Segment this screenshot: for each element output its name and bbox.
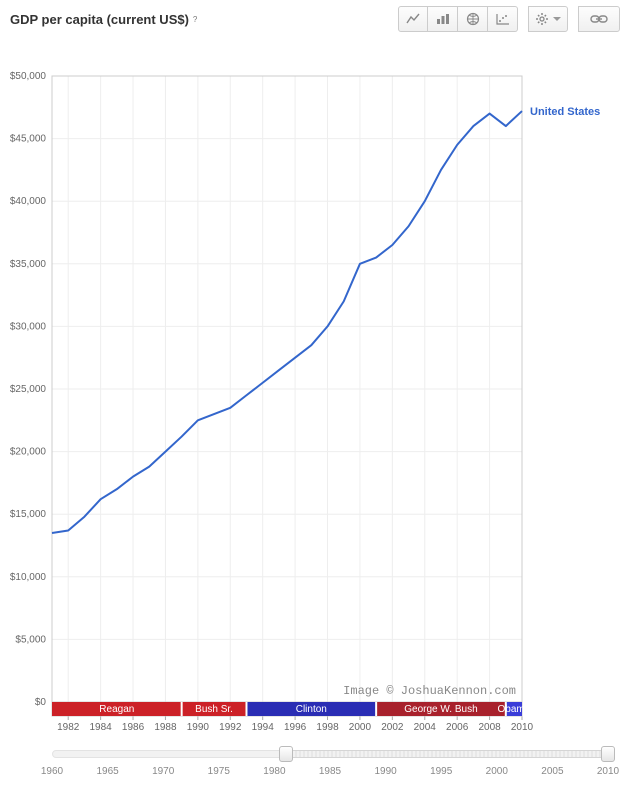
time-range-slider[interactable]: 1960 1965 1970 1975 1980 1985 1990 1995 2000 2005…	[0, 740, 630, 792]
svg-text:$10,000: $10,000	[10, 572, 47, 583]
scatter-chart-button[interactable]	[488, 6, 518, 32]
settings-group	[528, 6, 568, 32]
slider-tick: 2000	[486, 766, 508, 777]
svg-text:1990: 1990	[187, 722, 210, 733]
svg-text:1992: 1992	[219, 722, 242, 733]
svg-text:Clinton: Clinton	[296, 704, 327, 715]
svg-text:$40,000: $40,000	[10, 196, 47, 207]
svg-text:$5,000: $5,000	[15, 634, 46, 645]
svg-text:1986: 1986	[122, 722, 145, 733]
svg-text:1982: 1982	[57, 722, 80, 733]
svg-text:Image © JoshuaKennon.com: Image © JoshuaKennon.com	[343, 684, 516, 698]
svg-text:2000: 2000	[349, 722, 372, 733]
chart-type-group	[398, 6, 518, 32]
svg-text:2006: 2006	[446, 722, 469, 733]
svg-text:$30,000: $30,000	[10, 321, 47, 332]
header: GDP per capita (current US$) ?	[0, 0, 630, 40]
caret-down-icon	[553, 17, 561, 21]
svg-text:$45,000: $45,000	[10, 134, 47, 145]
slider-tick: 1975	[208, 766, 230, 777]
link-icon	[590, 14, 608, 24]
slider-tick: 1995	[430, 766, 452, 777]
slider-tick: 1965	[96, 766, 118, 777]
scatter-chart-icon	[496, 13, 510, 25]
svg-text:$25,000: $25,000	[10, 384, 47, 395]
svg-text:$0: $0	[35, 697, 47, 708]
bar-chart-icon	[436, 13, 450, 25]
slider-tick-labels: 1960196519701975198019851990199520002005…	[52, 766, 608, 780]
slider-tick: 1980	[263, 766, 285, 777]
slider-handle-end[interactable]	[601, 746, 615, 762]
slider-tick: 1990	[374, 766, 396, 777]
share-group	[578, 6, 620, 32]
slider-handle-start[interactable]	[279, 746, 293, 762]
slider-tick: 1960	[41, 766, 63, 777]
svg-text:Obama: Obama	[497, 704, 530, 715]
svg-text:Reagan: Reagan	[99, 704, 134, 715]
gear-icon	[535, 12, 549, 26]
slider-tick: 2010	[597, 766, 619, 777]
chart-title: GDP per capita (current US$)	[10, 12, 189, 27]
line-chart-icon	[406, 13, 420, 25]
slider-tick: 1970	[152, 766, 174, 777]
help-icon[interactable]: ?	[193, 15, 197, 24]
svg-text:1988: 1988	[154, 722, 177, 733]
svg-text:1998: 1998	[316, 722, 339, 733]
chart-container: $0 $5,000 $10,000 $15,000 $20,000 $25,000 $30,…	[0, 40, 630, 740]
slider-selection	[286, 750, 608, 758]
chart: $0 $5,000 $10,000 $15,000 $20,000 $25,000 $30,…	[0, 40, 630, 740]
svg-text:George W. Bush: George W. Bush	[404, 704, 477, 715]
svg-text:2010: 2010	[511, 722, 534, 733]
svg-text:1994: 1994	[252, 722, 275, 733]
svg-text:$50,000: $50,000	[10, 71, 47, 82]
svg-text:Bush Sr.: Bush Sr.	[195, 704, 233, 715]
svg-text:2004: 2004	[414, 722, 437, 733]
svg-text:2008: 2008	[478, 722, 501, 733]
svg-text:$35,000: $35,000	[10, 259, 47, 270]
svg-text:United States: United States	[530, 106, 600, 118]
line-chart-button[interactable]	[398, 6, 428, 32]
svg-text:1996: 1996	[284, 722, 307, 733]
globe-icon	[466, 12, 480, 26]
toolbar	[388, 6, 620, 32]
map-button[interactable]	[458, 6, 488, 32]
svg-text:$20,000: $20,000	[10, 447, 47, 458]
svg-text:2002: 2002	[381, 722, 404, 733]
svg-text:1984: 1984	[89, 722, 112, 733]
link-button[interactable]	[578, 6, 620, 32]
svg-text:$15,000: $15,000	[10, 509, 47, 520]
settings-button[interactable]	[528, 6, 568, 32]
slider-tick: 2005	[541, 766, 563, 777]
slider-tick: 1985	[319, 766, 341, 777]
bar-chart-button[interactable]	[428, 6, 458, 32]
